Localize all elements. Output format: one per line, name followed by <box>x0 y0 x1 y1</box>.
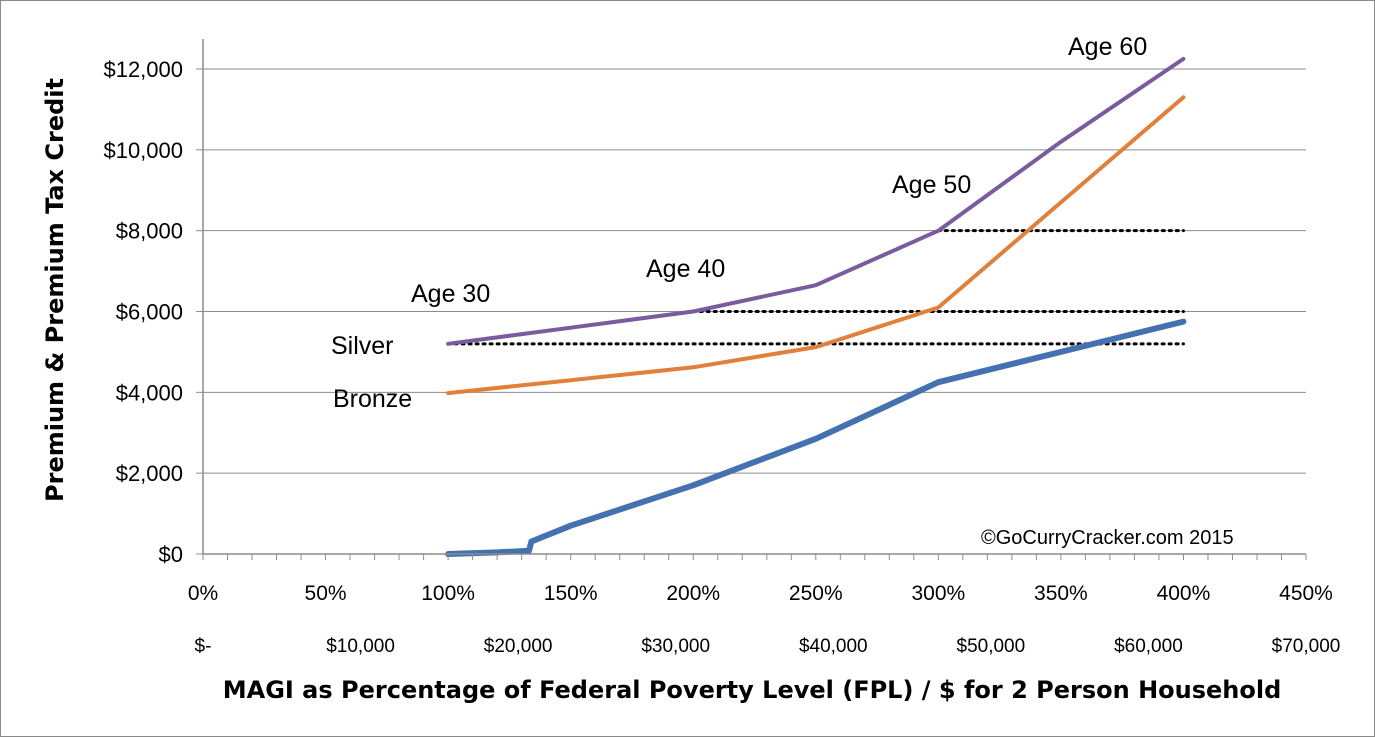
x-dollar-tick-label: $70,000 <box>1272 636 1341 657</box>
x-dollar-tick-label: $50,000 <box>957 636 1026 657</box>
x-dollar-tick-label: $60,000 <box>1114 636 1183 657</box>
annotation-bronze: Bronze <box>333 385 412 413</box>
y-axis-title: Premium & Premium Tax Credit <box>41 78 69 502</box>
x-axis-title: MAGI as Percentage of Federal Poverty Le… <box>223 676 1282 704</box>
x-tick-label: 400% <box>1157 582 1211 605</box>
x-tick-label: 300% <box>911 582 965 605</box>
x-dollar-tick-label: $40,000 <box>799 636 868 657</box>
x-dollar-tick-labels: $- $10,000 $20,000 $30,000 $40,000 $50,000 $60… <box>195 636 1341 657</box>
x-tick-label: 100% <box>421 582 475 605</box>
x-tick-label: 450% <box>1279 582 1333 605</box>
grid-lines <box>203 68 1306 474</box>
series-line-2 <box>445 318 1187 557</box>
copyright-text: ©GoCurryCracker.com 2015 <box>981 527 1234 549</box>
annotation-age30: Age 30 <box>411 280 490 308</box>
y-tick-label: $6,000 <box>116 300 183 325</box>
series-lines <box>445 56 1187 557</box>
annotation-age40: Age 40 <box>646 255 725 283</box>
y-tick-label: $8,000 <box>116 219 183 244</box>
y-tick-label: $2,000 <box>116 461 183 486</box>
x-tick-label: 0% <box>188 582 218 605</box>
x-tick-label: 50% <box>305 582 347 605</box>
y-tick-label: $4,000 <box>116 380 183 405</box>
x-tick-label: 200% <box>666 582 720 605</box>
reference-lines <box>446 229 1185 346</box>
axes <box>196 39 1307 560</box>
y-tick-label: $0 <box>159 542 183 567</box>
annotation-silver: Silver <box>331 332 394 360</box>
x-pct-tick-labels: 0% 50% 100% 150% 200% 250% 300% 350% 400% 450% <box>188 582 1333 605</box>
y-tick-label: $10,000 <box>103 138 183 163</box>
series-line-1 <box>446 95 1186 396</box>
x-dollar-tick-label: $10,000 <box>326 636 395 657</box>
x-dollar-tick-label: $- <box>195 636 212 657</box>
x-tick-label: 150% <box>544 582 598 605</box>
x-dollar-tick-label: $20,000 <box>484 636 553 657</box>
y-tick-label: $12,000 <box>103 57 183 82</box>
annotation-age60: Age 60 <box>1068 33 1147 61</box>
x-tick-label: 350% <box>1034 582 1088 605</box>
x-dollar-tick-label: $30,000 <box>641 636 710 657</box>
series-line-0 <box>446 56 1186 346</box>
y-tick-labels: $0 $2,000 $4,000 $6,000 $8,000 $10,000 $12,000 <box>103 57 183 567</box>
annotation-age50: Age 50 <box>892 171 971 199</box>
x-tick-label: 250% <box>789 582 843 605</box>
